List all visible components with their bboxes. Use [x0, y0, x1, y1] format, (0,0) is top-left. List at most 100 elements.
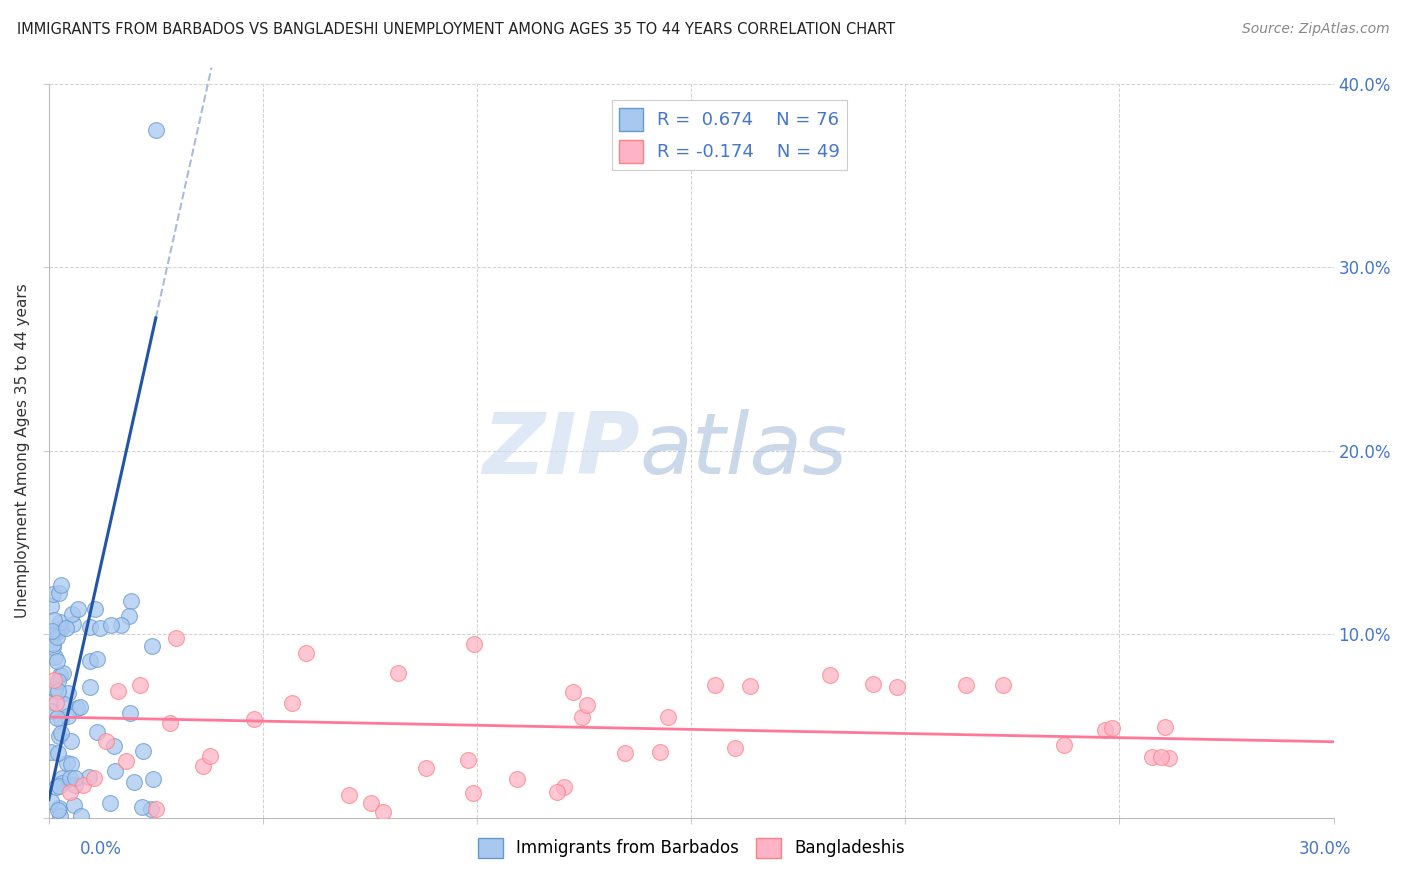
- Point: [280, 696, 302, 710]
- Point: [955, 678, 977, 692]
- Point: [44, 681, 66, 696]
- Point: [993, 678, 1015, 692]
- Point: [373, 805, 395, 820]
- Point: [49, 809, 72, 823]
- Point: [69, 700, 91, 714]
- Point: [83, 772, 105, 786]
- Point: [86, 724, 108, 739]
- Point: [115, 754, 138, 768]
- Point: [51, 772, 73, 786]
- Point: [159, 715, 181, 730]
- Point: [886, 680, 908, 694]
- Point: [45, 711, 67, 725]
- Point: [613, 746, 636, 760]
- Point: [1101, 721, 1123, 735]
- Point: [461, 786, 484, 800]
- Point: [70, 809, 93, 823]
- Point: [63, 771, 86, 785]
- Point: [724, 740, 747, 755]
- Point: [45, 696, 67, 710]
- Point: [55, 621, 77, 635]
- Point: [44, 649, 66, 664]
- Text: ZIP: ZIP: [482, 409, 640, 492]
- Point: [142, 772, 165, 786]
- Point: [571, 709, 593, 723]
- Point: [703, 677, 725, 691]
- Point: [1159, 750, 1181, 764]
- Point: [561, 685, 583, 699]
- Text: 0.0%: 0.0%: [80, 840, 122, 858]
- Y-axis label: Unemployment Among Ages 35 to 44 years: Unemployment Among Ages 35 to 44 years: [15, 284, 30, 618]
- Point: [415, 761, 437, 775]
- Point: [79, 654, 101, 668]
- Point: [506, 772, 529, 786]
- Point: [59, 733, 82, 747]
- Legend: R =  0.674    N = 76, R = -0.174    N = 49: R = 0.674 N = 76, R = -0.174 N = 49: [612, 100, 848, 170]
- Text: 30.0%: 30.0%: [1298, 840, 1351, 858]
- Point: [79, 620, 101, 634]
- Point: [48, 668, 70, 682]
- Point: [110, 618, 132, 632]
- Point: [41, 637, 63, 651]
- Point: [457, 753, 479, 767]
- Point: [360, 796, 382, 810]
- Point: [553, 780, 575, 794]
- Point: [1053, 739, 1076, 753]
- Point: [1094, 723, 1116, 737]
- Point: [657, 710, 679, 724]
- Point: [53, 698, 76, 712]
- Point: [575, 698, 598, 713]
- Point: [132, 744, 155, 758]
- Point: [39, 599, 62, 614]
- Point: [120, 594, 142, 608]
- Point: [79, 771, 101, 785]
- Point: [89, 621, 111, 635]
- Point: [67, 602, 90, 616]
- Point: [98, 796, 121, 810]
- Point: [387, 666, 409, 681]
- Point: [45, 780, 67, 795]
- Point: [139, 802, 162, 816]
- Point: [128, 678, 150, 692]
- Point: [86, 652, 108, 666]
- Point: [66, 701, 89, 715]
- Point: [242, 712, 264, 726]
- Point: [58, 686, 80, 700]
- Point: [118, 706, 141, 720]
- Point: [1150, 750, 1173, 764]
- Point: [56, 709, 79, 723]
- Point: [39, 794, 62, 808]
- Point: [103, 739, 125, 754]
- Point: [337, 788, 360, 802]
- Point: [59, 785, 82, 799]
- Point: [41, 624, 63, 639]
- Point: [39, 704, 62, 718]
- Point: [738, 679, 761, 693]
- Point: [198, 749, 221, 764]
- Point: [145, 802, 167, 816]
- Point: [191, 759, 214, 773]
- Point: [145, 123, 167, 137]
- Point: [463, 637, 485, 651]
- Point: [60, 607, 83, 621]
- Point: [59, 771, 82, 785]
- Point: [1154, 720, 1177, 734]
- Point: [165, 631, 187, 645]
- Point: [44, 613, 66, 627]
- Point: [546, 785, 568, 799]
- Point: [46, 673, 69, 688]
- Point: [46, 746, 69, 760]
- Point: [818, 668, 841, 682]
- Point: [51, 725, 73, 739]
- Point: [94, 733, 117, 747]
- Point: [295, 646, 318, 660]
- Point: [49, 712, 72, 726]
- Point: [42, 587, 65, 601]
- Point: [49, 615, 72, 629]
- Point: [48, 586, 70, 600]
- Point: [48, 729, 70, 743]
- Point: [52, 665, 75, 680]
- Point: [862, 677, 884, 691]
- Point: [51, 776, 73, 790]
- Point: [100, 618, 122, 632]
